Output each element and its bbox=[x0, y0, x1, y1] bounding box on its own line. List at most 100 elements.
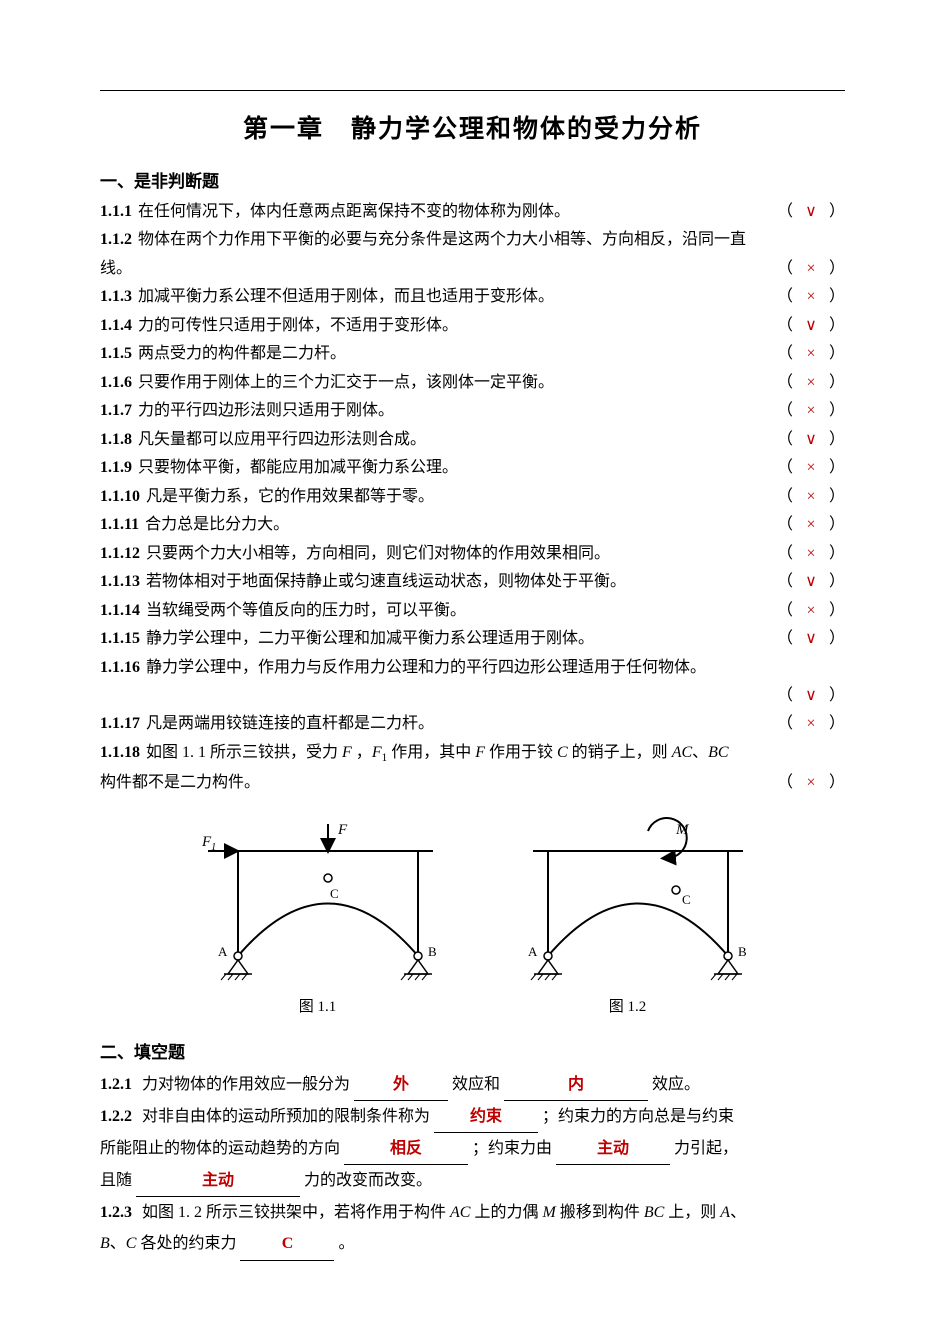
fig1-label-F: F bbox=[337, 822, 348, 838]
q-text: 当软绳受两个等值反向的压力时，可以平衡。 bbox=[146, 597, 777, 625]
blank-answer: C bbox=[240, 1228, 334, 1260]
q-number: 1.1.7 bbox=[100, 397, 132, 425]
tf-item: 1.1.13若物体相对于地面保持静止或匀速直线运动状态，则物体处于平衡。（ ∨ … bbox=[100, 568, 845, 596]
page: 第一章 静力学公理和物体的受力分析 一、是非判断题 1.1.1在任何情况下，体内… bbox=[0, 0, 945, 1336]
tf-item: 1.1.12只要两个力大小相等，方向相同，则它们对物体的作用效果相同。（ × ） bbox=[100, 540, 845, 568]
q-text: 在任何情况下，体内任意两点距离保持不变的物体称为刚体。 bbox=[138, 198, 777, 226]
tf-item: 1.1.6只要作用于刚体上的三个力汇交于一点，该刚体一定平衡。（ × ） bbox=[100, 369, 845, 397]
fill-text: 效应和 bbox=[452, 1076, 500, 1093]
q-text bbox=[100, 682, 777, 710]
fill-1.2.1: 1.2.1 力对物体的作用效应一般分为 外 效应和 内 效应。 bbox=[100, 1069, 845, 1101]
blank-answer: 外 bbox=[354, 1069, 448, 1101]
q-number: 1.1.11 bbox=[100, 511, 139, 539]
fig1-label-C: C bbox=[330, 886, 339, 901]
figure-1: F F1 C A B 图 1.1 bbox=[188, 816, 448, 1016]
q-number: 1.1.18 bbox=[100, 739, 140, 767]
tf-item: 1.1.4力的可传性只适用于刚体，不适用于变形体。（ ∨ ） bbox=[100, 312, 845, 340]
q-answer: （ × ） bbox=[777, 710, 845, 738]
figure-1-caption: 图 1.1 bbox=[188, 995, 448, 1016]
q-number: 1.1.2 bbox=[100, 226, 132, 254]
figure-2: M C A B 图 1.2 bbox=[498, 816, 758, 1016]
q-number: 1.1.3 bbox=[100, 283, 132, 311]
q-number: 1.2.3 bbox=[100, 1204, 132, 1221]
fig2-label-B: B bbox=[738, 944, 747, 959]
q-answer: （ × ） bbox=[777, 540, 845, 568]
q-number: 1.1.10 bbox=[100, 483, 140, 511]
q-answer: （ × ） bbox=[777, 255, 845, 283]
q-number: 1.1.9 bbox=[100, 454, 132, 482]
fill-text: ；约束力由 bbox=[472, 1140, 552, 1157]
fill-1.2.2-line2: 所能阻止的物体的运动趋势的方向 相反 ；约束力由 主动 力引起， bbox=[100, 1133, 845, 1165]
figure-2-svg: M C A B bbox=[498, 816, 758, 986]
fig2-label-M: M bbox=[675, 822, 690, 838]
fill-text: 如图 1. 2 所示三铰拱架中，若将作用于构件 AC 上的力偶 M 搬移到构件 … bbox=[142, 1204, 746, 1221]
q-text: 两点受力的构件都是二力杆。 bbox=[138, 340, 777, 368]
tf-item: 1.1.1在任何情况下，体内任意两点距离保持不变的物体称为刚体。（ ∨ ） bbox=[100, 198, 845, 226]
q-text: 只要作用于刚体上的三个力汇交于一点，该刚体一定平衡。 bbox=[138, 369, 777, 397]
fill-1.2.2-line1: 1.2.2 对非自由体的运动所预加的限制条件称为 约束 ；约束力的方向总是与约束 bbox=[100, 1101, 845, 1133]
tf-item: 1.1.14当软绳受两个等值反向的压力时，可以平衡。（ × ） bbox=[100, 597, 845, 625]
q-answer: （ ∨ ） bbox=[777, 682, 845, 710]
fill-text: ；约束力的方向总是与约束 bbox=[542, 1108, 734, 1125]
figure-2-caption: 图 1.2 bbox=[498, 995, 758, 1016]
tf-item: 1.1.18如图 1. 1 所示三铰拱，受力 F ，F1 作用，其中 F 作用于… bbox=[100, 739, 845, 769]
q-text: 静力学公理中，二力平衡公理和加减平衡力系公理适用于刚体。 bbox=[146, 625, 777, 653]
fill-text: B、C 各处的约束力 bbox=[100, 1235, 236, 1252]
q-answer: （ × ） bbox=[777, 511, 845, 539]
q-number: 1.1.17 bbox=[100, 710, 140, 738]
section2-heading: 二、填空题 bbox=[100, 1038, 845, 1063]
q-text: 若物体相对于地面保持静止或匀速直线运动状态，则物体处于平衡。 bbox=[146, 568, 777, 596]
q-text: 如图 1. 1 所示三铰拱，受力 F ，F1 作用，其中 F 作用于铰 C 的销… bbox=[146, 739, 845, 769]
fill-1.2.3-line1: 1.2.3 如图 1. 2 所示三铰拱架中，若将作用于构件 AC 上的力偶 M … bbox=[100, 1197, 845, 1228]
q-text: 加减平衡力系公理不但适用于刚体，而且也适用于变形体。 bbox=[138, 283, 777, 311]
fig2-label-A: A bbox=[528, 944, 538, 959]
q-text: 只要两个力大小相等，方向相同，则它们对物体的作用效果相同。 bbox=[146, 540, 777, 568]
fill-text: 力的改变而改变。 bbox=[304, 1172, 432, 1189]
page-title: 第一章 静力学公理和物体的受力分析 bbox=[100, 109, 845, 145]
q-number: 1.2.2 bbox=[100, 1108, 132, 1125]
tf-item: 1.1.17凡是两端用铰链连接的直杆都是二力杆。（ × ） bbox=[100, 710, 845, 738]
blank-answer: 主动 bbox=[136, 1165, 300, 1197]
fill-text: 力引起， bbox=[674, 1140, 738, 1157]
q-text: 构件都不是二力构件。 bbox=[100, 769, 777, 797]
fill-1.2.2-line3: 且随 主动 力的改变而改变。 bbox=[100, 1165, 845, 1197]
q-number: 1.1.8 bbox=[100, 426, 132, 454]
fill-text: 所能阻止的物体的运动趋势的方向 bbox=[100, 1140, 340, 1157]
q-text: 物体在两个力作用下平衡的必要与充分条件是这两个力大小相等、方向相反，沿同一直 bbox=[138, 226, 845, 254]
q-number: 1.1.15 bbox=[100, 625, 140, 653]
q-answer: （ × ） bbox=[777, 483, 845, 511]
q-text: 静力学公理中，作用力与反作用力公理和力的平行四边形公理适用于任何物体。 bbox=[146, 654, 845, 682]
fill-text: 对非自由体的运动所预加的限制条件称为 bbox=[142, 1108, 430, 1125]
q-answer: （ ∨ ） bbox=[777, 625, 845, 653]
tf-item: 1.1.3加减平衡力系公理不但适用于刚体，而且也适用于变形体。（ × ） bbox=[100, 283, 845, 311]
tf-item-cont: 构件都不是二力构件。（ × ） bbox=[100, 769, 845, 797]
q-number: 1.2.1 bbox=[100, 1076, 132, 1093]
tf-item: 1.1.10凡是平衡力系，它的作用效果都等于零。（ × ） bbox=[100, 483, 845, 511]
q-answer: （ × ） bbox=[777, 369, 845, 397]
q-text: 力的可传性只适用于刚体，不适用于变形体。 bbox=[138, 312, 777, 340]
tf-item: 1.1.7力的平行四边形法则只适用于刚体。（ × ） bbox=[100, 397, 845, 425]
q-answer: （ × ） bbox=[777, 769, 845, 797]
fill-text: 。 bbox=[338, 1235, 354, 1252]
q-number: 1.1.5 bbox=[100, 340, 132, 368]
fill-text: 力对物体的作用效应一般分为 bbox=[142, 1076, 350, 1093]
q-text: 凡矢量都可以应用平行四边形法则合成。 bbox=[138, 426, 777, 454]
q-number: 1.1.1 bbox=[100, 198, 132, 226]
blank-answer: 相反 bbox=[344, 1133, 468, 1165]
q-text: 线。 bbox=[100, 255, 777, 283]
q-answer: （ ∨ ） bbox=[777, 198, 845, 226]
section1-heading: 一、是非判断题 bbox=[100, 167, 845, 192]
blank-answer: 约束 bbox=[434, 1101, 538, 1133]
tf-item-cont: 线。（ × ） bbox=[100, 255, 845, 283]
tf-item: 1.1.2物体在两个力作用下平衡的必要与充分条件是这两个力大小相等、方向相反，沿… bbox=[100, 226, 845, 254]
q-answer: （ × ） bbox=[777, 397, 845, 425]
true-false-list: 1.1.1在任何情况下，体内任意两点距离保持不变的物体称为刚体。（ ∨ ）1.1… bbox=[100, 198, 845, 798]
tf-item: 1.1.5两点受力的构件都是二力杆。（ × ） bbox=[100, 340, 845, 368]
tf-item: 1.1.11合力总是比分力大。（ × ） bbox=[100, 511, 845, 539]
fill-1.2.3-line2: B、C 各处的约束力 C 。 bbox=[100, 1228, 845, 1260]
fill-text: 效应。 bbox=[652, 1076, 700, 1093]
q-number: 1.1.6 bbox=[100, 369, 132, 397]
tf-item: 1.1.15静力学公理中，二力平衡公理和加减平衡力系公理适用于刚体。（ ∨ ） bbox=[100, 625, 845, 653]
q-text: 凡是平衡力系，它的作用效果都等于零。 bbox=[146, 483, 777, 511]
q-answer: （ × ） bbox=[777, 597, 845, 625]
